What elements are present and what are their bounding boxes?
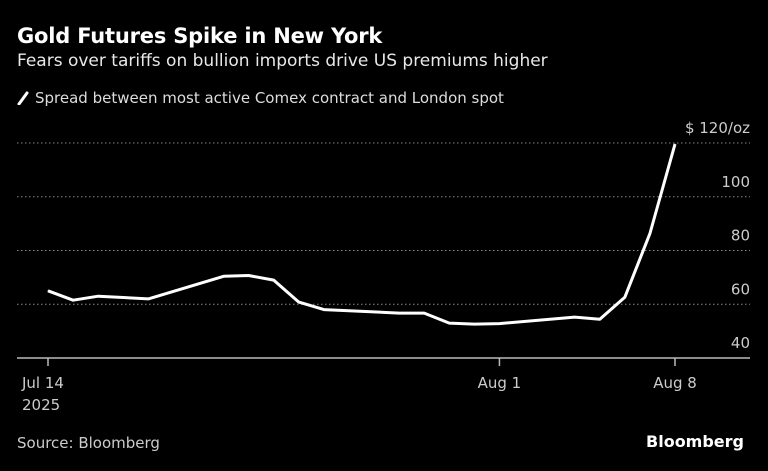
chart-title: Gold Futures Spike in New York [17, 24, 383, 48]
data-point [47, 290, 49, 292]
legend-line-icon [17, 91, 29, 105]
data-point [72, 299, 74, 301]
x-tick-sublabel: 2025 [22, 396, 60, 414]
data-point [122, 297, 124, 299]
data-point [223, 275, 225, 277]
y-tick-label: 40 [731, 334, 750, 352]
data-point [674, 143, 676, 145]
x-tick-label: Aug 8 [653, 374, 697, 392]
data-point [649, 233, 651, 235]
data-point [448, 322, 450, 324]
data-point [599, 318, 601, 320]
data-point [498, 323, 500, 325]
source-note: Source: Bloomberg [17, 434, 160, 452]
data-point [423, 312, 425, 314]
data-point [97, 295, 99, 297]
y-tick-label: 60 [731, 280, 750, 298]
data-point [473, 323, 475, 325]
y-tick-label: $ 120/oz [685, 119, 750, 137]
data-point [624, 296, 626, 298]
legend-label: Spread between most active Comex contrac… [35, 89, 504, 107]
legend: Spread between most active Comex contrac… [17, 89, 504, 107]
x-tick-label: Aug 1 [478, 374, 522, 392]
y-tick-label: 80 [731, 227, 750, 245]
data-point [398, 312, 400, 314]
y-tick-label: 100 [721, 173, 750, 191]
chart-subtitle: Fears over tariffs on bullion imports dr… [17, 51, 548, 71]
series-line [47, 143, 677, 326]
data-point [248, 274, 250, 276]
data-point [574, 316, 576, 318]
x-tick-label: Jul 14 [21, 374, 64, 392]
data-point [273, 279, 275, 281]
data-point [323, 309, 325, 311]
data-point [298, 301, 300, 303]
data-point [147, 298, 149, 300]
bloomberg-logo: Bloomberg [646, 432, 744, 451]
